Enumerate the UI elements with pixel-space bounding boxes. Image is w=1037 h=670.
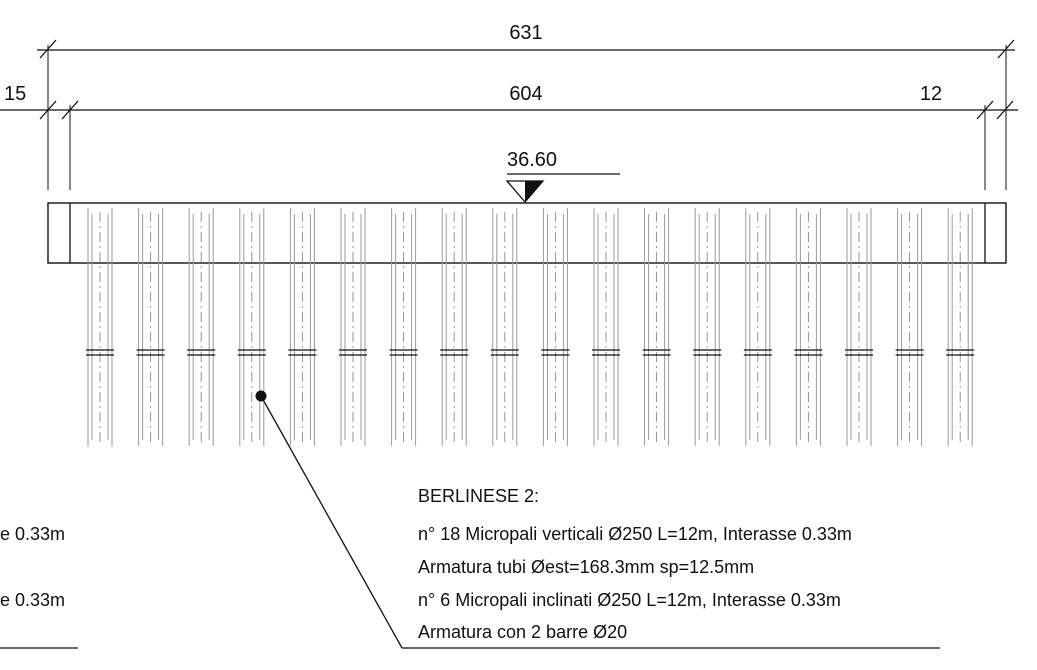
micropile [743, 208, 772, 446]
level-marker: 36.60 [505, 149, 620, 203]
micropile [136, 208, 165, 446]
micropile [895, 208, 924, 446]
micropiles-group [86, 208, 975, 446]
micropile [490, 208, 519, 446]
micropile [389, 208, 418, 446]
level-elevation-label: 36.60 [507, 149, 557, 171]
micropile [288, 208, 317, 446]
note-line-3: n° 6 Micropali inclinati Ø250 L=12m, Int… [418, 590, 841, 610]
micropile [541, 208, 570, 446]
note-left-line-1: e 0.33m [0, 524, 65, 544]
dimension-overall-label: 631 [509, 22, 542, 44]
micropile [794, 208, 823, 446]
micropile [339, 208, 367, 446]
micropile [693, 208, 722, 446]
dimension-left-edge-label: 15 [4, 83, 26, 105]
micropile [845, 208, 873, 446]
leader-line [255, 390, 940, 649]
note-berlinese-2: BERLINESE 2: n° 18 Micropali verticali Ø… [418, 486, 852, 642]
dimension-inner: 604 15 12 [0, 83, 1018, 190]
note-left-partial: e 0.33m e 0.33m [0, 524, 78, 649]
note-title: BERLINESE 2: [418, 486, 539, 506]
note-left-line-2: e 0.33m [0, 590, 65, 610]
note-line-1: n° 18 Micropali verticali Ø250 L=12m, In… [418, 524, 852, 544]
micropile [642, 208, 671, 446]
micropile [237, 208, 266, 446]
micropile [86, 208, 114, 446]
capping-beam [47, 202, 1007, 264]
dimension-inner-label: 604 [509, 83, 542, 105]
micropile [187, 208, 216, 446]
dimension-right-edge-label: 12 [920, 83, 942, 105]
micropile [592, 208, 620, 446]
dimension-overall: 631 [37, 22, 1015, 190]
note-line-2: Armatura tubi Øest=168.3mm sp=12.5mm [418, 557, 754, 577]
micropile [946, 208, 975, 446]
note-line-4: Armatura con 2 barre Ø20 [418, 622, 627, 642]
micropile [440, 208, 469, 446]
